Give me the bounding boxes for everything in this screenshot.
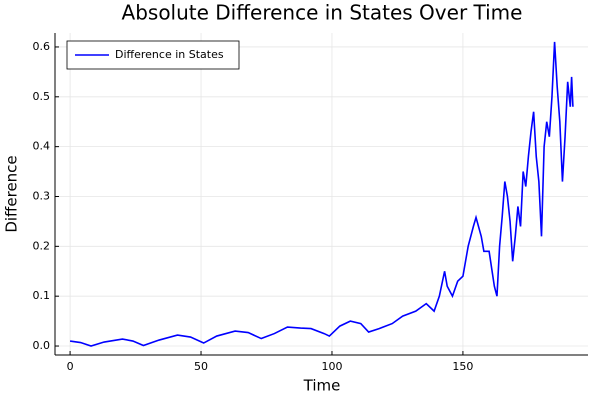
y-tick-label: 0.5 (33, 90, 51, 103)
data-line (69, 41, 574, 347)
x-axis-label: Time (303, 377, 341, 395)
y-tick-label: 0.6 (33, 40, 51, 53)
y-tick-label: 0.0 (33, 339, 51, 352)
chart-title: Absolute Difference in States Over Time (122, 1, 523, 25)
y-tick-label: 0.1 (33, 289, 51, 302)
y-axis-label: Difference (3, 155, 21, 232)
y-tick-label: 0.4 (33, 140, 51, 153)
x-tick-label: 150 (452, 360, 473, 373)
y-tick-label: 0.2 (33, 239, 51, 252)
y-tick-label: 0.3 (33, 189, 51, 202)
x-tick-label: 100 (321, 360, 342, 373)
x-tick-label: 0 (67, 360, 74, 373)
legend-label: Difference in States (115, 48, 224, 61)
x-tick-label: 50 (194, 360, 208, 373)
